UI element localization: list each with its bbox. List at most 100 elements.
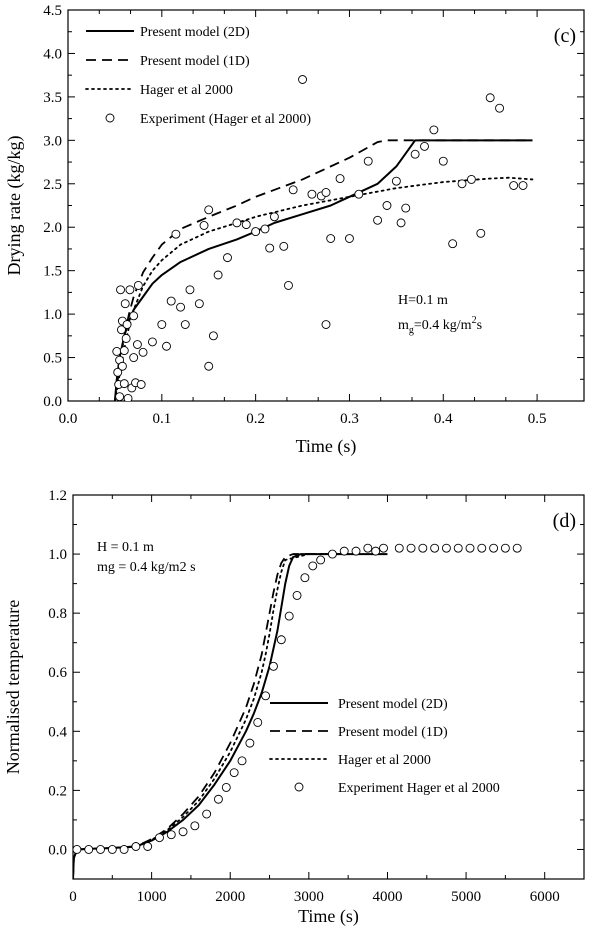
experiment-point	[298, 75, 307, 84]
experiment-point	[495, 103, 505, 113]
x-tick-label: 5000	[451, 889, 481, 905]
experiment-point	[121, 333, 131, 343]
y-tick-label: 0.4	[48, 724, 67, 740]
annotation-superscript: 2	[472, 315, 477, 326]
x-tick-label: 0.5	[528, 411, 547, 427]
experiment-point	[518, 181, 528, 190]
experiment-point	[138, 347, 148, 357]
experiment-point	[441, 543, 451, 553]
x-tick-label: 0.1	[152, 411, 171, 427]
experiment-point	[253, 717, 263, 727]
experiment-point	[269, 212, 279, 222]
experiment-point	[116, 285, 125, 295]
experiment-point	[237, 756, 247, 766]
experiment-point	[288, 185, 298, 195]
experiment-point	[477, 543, 487, 553]
annotation-text-tail: s	[477, 318, 482, 333]
experiment-point	[176, 302, 186, 312]
y-tick-label: 2.5	[43, 177, 62, 193]
x-tick-label: 3000	[294, 889, 324, 905]
annotation-text: H=0.1 m	[398, 293, 448, 308]
experiment-point	[119, 379, 129, 389]
experiment-point	[261, 691, 271, 701]
experiment-point	[401, 203, 411, 213]
experiment-point	[133, 280, 143, 290]
experiment-point	[307, 189, 317, 199]
experiment-point	[371, 546, 381, 556]
x-tick-label: 0.3	[340, 411, 359, 427]
experiment-point	[204, 205, 214, 215]
experiment-point	[465, 543, 475, 553]
experiment-point	[117, 325, 126, 335]
y-tick-label: 1.2	[48, 488, 67, 504]
experiment-point	[327, 549, 337, 559]
y-tick-label: 1.0	[43, 307, 62, 323]
experiment-point	[438, 156, 448, 166]
experiment-point	[213, 794, 223, 804]
experiment-point	[136, 380, 146, 389]
x-tick-label: 1000	[137, 889, 167, 905]
experiment-point	[354, 189, 364, 199]
experiment-point	[147, 337, 157, 347]
experiment-point	[117, 361, 127, 371]
experiment-point	[125, 285, 135, 295]
x-tick-label: 6000	[530, 889, 560, 905]
experiment-point	[180, 320, 190, 329]
experiment-point	[112, 347, 122, 356]
y-axis-title: Drying rate (kg/kg)	[4, 136, 25, 276]
y-tick-label: 2.0	[43, 220, 62, 236]
x-axis-title: Time (s)	[298, 906, 359, 927]
experiment-point	[73, 845, 82, 854]
annotation-text: H = 0.1 m	[97, 540, 154, 555]
chart-panel-1: 0.0 0.1 0.2 0.3 0.4 0.5 0.0 0.5 1.0 1.5 2.0 2.5 3.0 3…	[4, 3, 585, 457]
experiment-point	[363, 543, 373, 553]
y-tick-label: 0.5	[43, 351, 62, 367]
x-axis-title: Time (s)	[296, 436, 357, 457]
y-tick-label: 4.0	[43, 46, 62, 62]
experiment-point	[418, 543, 428, 553]
experiment-point	[122, 320, 132, 329]
experiment-point	[132, 340, 142, 349]
experiment-point	[107, 845, 117, 854]
experiment-point	[113, 367, 123, 377]
legend-marker	[294, 782, 304, 792]
plot-area	[73, 543, 522, 879]
panel-label: (d)	[553, 510, 576, 532]
experiment-point	[96, 845, 105, 854]
experiment-point	[129, 311, 139, 321]
experiment-point	[279, 241, 289, 251]
experiment-point	[223, 253, 232, 263]
series-line-dashed	[73, 553, 349, 879]
legend-entry: Experiment (Hager et al 2000)	[140, 112, 311, 127]
x-tick-label: 0	[69, 889, 77, 905]
experiment-point	[119, 845, 129, 854]
experiment-point	[373, 215, 383, 225]
experiment-point	[155, 833, 164, 843]
y-tick-label: 4.5	[43, 3, 62, 19]
plot-frame	[72, 494, 585, 880]
experiment-point	[410, 149, 420, 159]
experiment-point	[396, 218, 406, 228]
experiment-point	[345, 234, 354, 243]
experiment-point	[406, 543, 416, 553]
experiment-point	[190, 821, 200, 831]
experiment-point	[284, 611, 294, 621]
experiment-point	[476, 228, 486, 238]
experiment-point	[241, 220, 251, 230]
experiment-point	[251, 227, 261, 237]
annotation-line: mg = 0.4 kg/m2 s	[97, 560, 196, 575]
experiment-point	[512, 543, 522, 553]
y-tick-label: 1.5	[43, 264, 62, 280]
experiment-point	[351, 546, 361, 556]
experiment-point	[339, 546, 349, 556]
experiment-point	[485, 93, 495, 103]
experiment-point	[335, 174, 345, 184]
experiment-point	[120, 299, 130, 309]
experiment-point	[276, 635, 286, 645]
x-tick-label: 0.0	[59, 411, 78, 427]
series-line-dotted	[114, 176, 534, 401]
x-tick-label: 2000	[215, 889, 245, 905]
experiment-point	[131, 842, 141, 851]
experiment-point	[420, 141, 429, 151]
